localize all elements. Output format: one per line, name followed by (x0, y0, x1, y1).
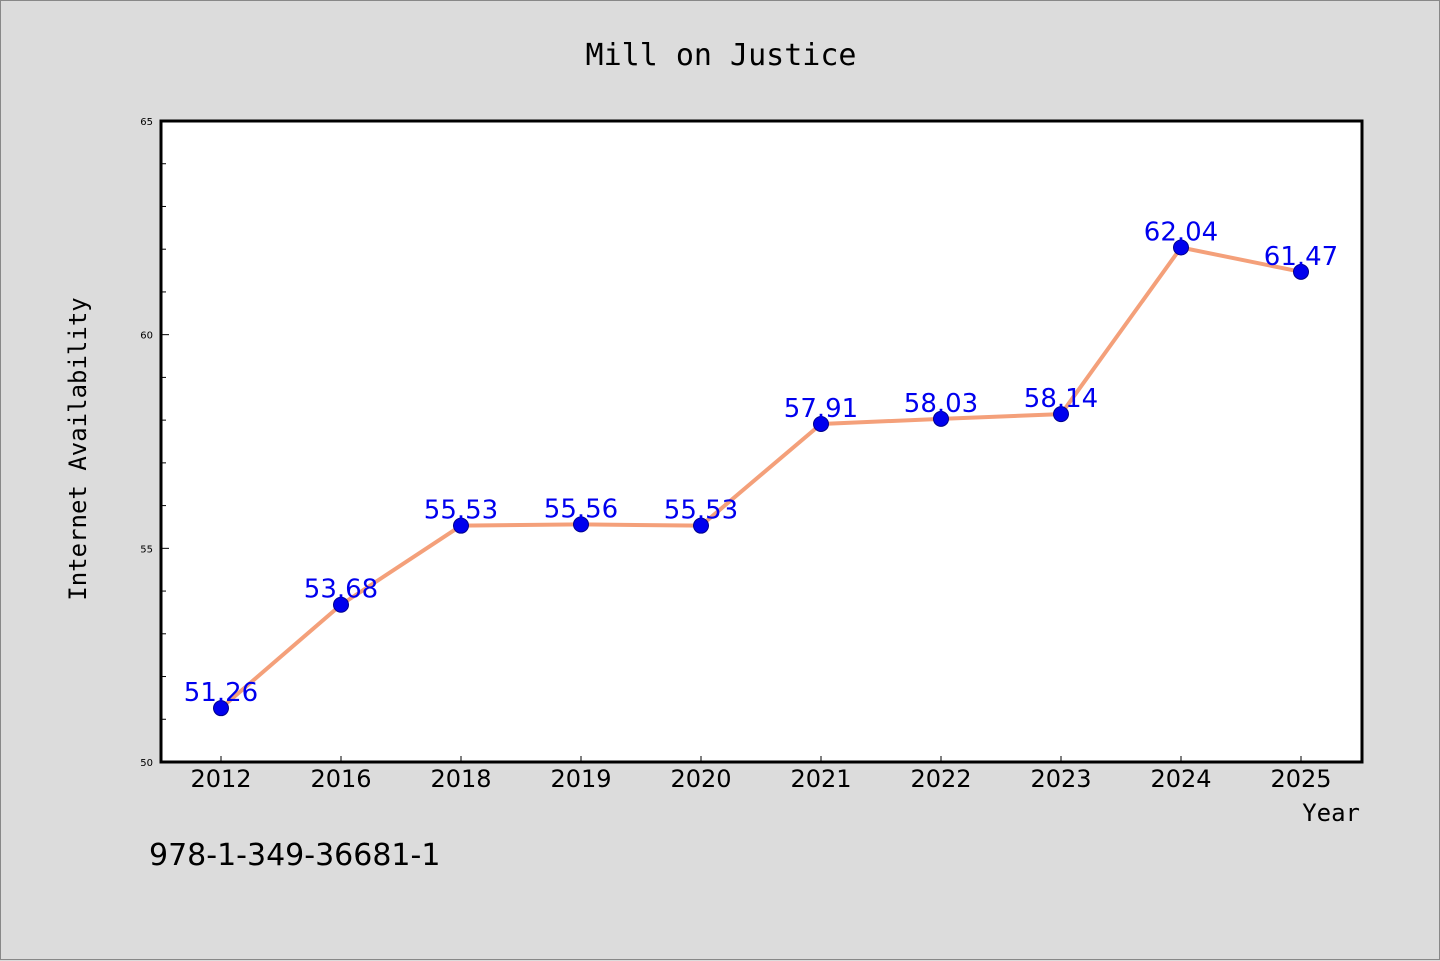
x-tick-label: 2012 (190, 765, 251, 793)
data-label: 58.03 (904, 389, 978, 419)
isbn-text: 978-1-349-36681-1 (149, 838, 440, 873)
y-axis: 50 55 60 65 (140, 117, 169, 769)
x-tick-label: 2018 (430, 765, 491, 793)
y-tick-label: 65 (140, 117, 153, 128)
plot-area (159, 119, 1364, 764)
data-point (933, 410, 949, 427)
data-label: 55.56 (544, 494, 618, 524)
data-point (573, 516, 589, 533)
chart-title: Mill on Justice (586, 38, 857, 73)
y-tick-label: 50 (140, 758, 153, 769)
x-tick-label: 2020 (670, 765, 731, 793)
data-label: 57.91 (784, 394, 858, 424)
data-point (1173, 239, 1189, 256)
data-point (1293, 263, 1309, 280)
data-label: 55.53 (664, 496, 738, 526)
y-tick-label: 60 (140, 331, 153, 342)
data-label: 53.68 (304, 575, 378, 605)
x-tick-label: 2019 (550, 765, 611, 793)
data-label: 58.14 (1024, 384, 1098, 414)
x-tick-label: 2023 (1030, 765, 1091, 793)
data-label: 55.53 (424, 496, 498, 526)
x-tick-label: 2025 (1270, 765, 1331, 793)
data-point (1053, 406, 1069, 423)
data-point (813, 415, 829, 432)
data-point (213, 700, 229, 717)
data-point (333, 596, 349, 613)
series-line-group (219, 245, 1302, 710)
data-label: 61.47 (1264, 242, 1338, 272)
x-tick-label: 2022 (910, 765, 971, 793)
x-tick-label: 2021 (790, 765, 851, 793)
x-axis: 2012 2016 2018 2019 2020 2021 2022 2023 2024 2025 (190, 756, 1332, 793)
data-label: 62.04 (1144, 217, 1218, 247)
y-axis-label: Internet Availability (64, 297, 92, 600)
x-axis-label: Year (1302, 799, 1360, 827)
data-point (693, 517, 709, 534)
x-tick-label: 2016 (310, 765, 371, 793)
x-tick-label: 2024 (1150, 765, 1211, 793)
data-point (453, 517, 469, 534)
series-line (219, 245, 1302, 710)
data-label: 51.26 (184, 678, 258, 708)
data-labels-group: 51.26 53.68 55.53 55.56 55.53 57.91 58.03 58.14… (184, 217, 1338, 708)
markers-group (213, 239, 1309, 717)
y-tick-label: 55 (140, 544, 153, 555)
